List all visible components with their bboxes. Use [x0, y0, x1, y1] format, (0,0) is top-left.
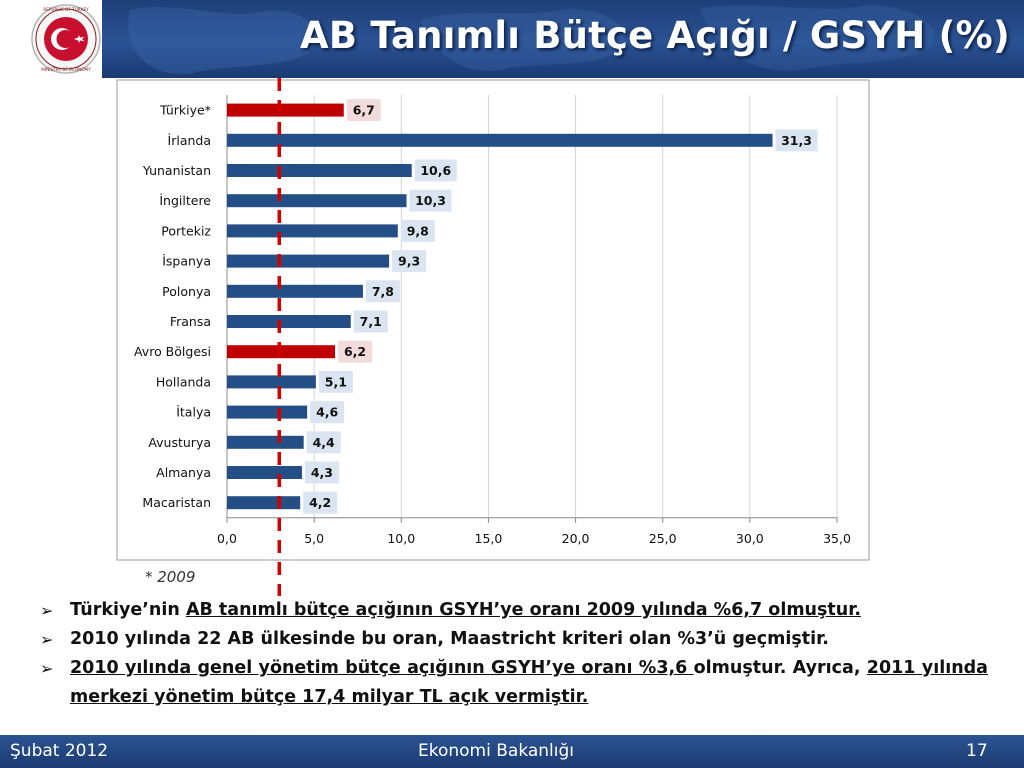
bullet-item: ➢ Türkiye’nin AB tanımlı bütçe açığının G…	[40, 596, 988, 625]
data-label-bg	[304, 461, 339, 484]
data-label: 4,2	[309, 495, 331, 510]
bullet-text: 2010 yılında 22 AB ülkesinde bu oran, Ma…	[70, 625, 988, 654]
bullet-arrow-icon: ➢	[40, 630, 54, 649]
data-label-bg	[306, 431, 341, 454]
bar	[227, 375, 316, 389]
category-label: Türkiye*	[159, 103, 211, 118]
underlined-text: 2010 yılında genel yönetim bütçe açığını…	[70, 658, 694, 678]
data-label: 6,2	[344, 344, 366, 359]
category-label: İngiltere	[159, 193, 211, 208]
data-label: 31,3	[781, 133, 812, 148]
data-label-bg	[400, 219, 435, 242]
category-label: Almanya	[156, 465, 211, 480]
data-label: 7,1	[360, 314, 382, 329]
bar	[227, 315, 351, 328]
bar	[227, 164, 412, 177]
data-label-bg	[303, 491, 338, 514]
logo-container: REPUBLIC OF TURKEY MINISTRY OF ECONOMY	[0, 0, 102, 78]
bar	[227, 224, 398, 238]
category-label: Avusturya	[148, 435, 211, 450]
bar	[227, 103, 344, 117]
footer-organization: Ekonomi Bakanlığı	[418, 741, 575, 761]
x-tick-label: 35,0	[823, 531, 851, 546]
category-label: Yunanistan	[142, 163, 211, 178]
svg-text:MINISTRY OF ECONOMY: MINISTRY OF ECONOMY	[41, 67, 91, 72]
data-label: 6,7	[353, 103, 375, 118]
page-title: AB Tanımlı Bütçe Açığı / GSYH (%)	[300, 14, 1010, 57]
text-run: Türkiye’nin	[70, 600, 186, 620]
data-label-bg	[310, 401, 345, 424]
category-label: Avro Bölgesi	[134, 344, 211, 359]
category-label: Macaristan	[142, 495, 211, 510]
svg-text:REPUBLIC OF TURKEY: REPUBLIC OF TURKEY	[43, 7, 89, 12]
data-label: 4,6	[316, 405, 338, 420]
bullet-arrow-icon: ➢	[40, 659, 54, 678]
x-tick-label: 20,0	[562, 531, 590, 546]
footnote: * 2009	[145, 568, 195, 586]
bar	[227, 496, 301, 510]
data-label-bg	[414, 159, 457, 182]
bar	[227, 405, 308, 419]
data-label-bg	[775, 129, 818, 152]
bar-chart: 6,7 31,3 10,6 10,3 9,8 9,3 7,8 7,1 6,2 5,1 4,6 4,4 4…	[116, 78, 870, 596]
category-label: Hollanda	[156, 374, 211, 389]
data-label-bg	[409, 189, 452, 212]
header-banner: REPUBLIC OF TURKEY MINISTRY OF ECONOMY A…	[0, 0, 1024, 78]
data-label-bg	[338, 340, 373, 363]
category-label: İtalya	[176, 405, 211, 420]
data-label: 10,3	[415, 193, 446, 208]
category-label: İrlanda	[168, 133, 211, 148]
data-label: 7,8	[372, 284, 394, 299]
data-label: 4,4	[313, 435, 335, 450]
underlined-text: 2011 yılında merkezi yönetim bütçe 17,4 …	[70, 658, 988, 707]
bar	[227, 254, 390, 268]
underlined-text: AB tanımlı bütçe açığının GSYH’ye oranı …	[185, 600, 862, 620]
data-label: 4,3	[311, 465, 333, 480]
data-label-bg	[318, 370, 353, 393]
data-label-bg	[346, 99, 381, 122]
data-label-bg	[353, 310, 388, 333]
world-map-background	[128, 5, 935, 75]
bullet-text: 2010 yılında genel yönetim bütçe açığını…	[70, 654, 988, 712]
category-label: Polonya	[162, 284, 211, 299]
x-tick-label: 30,0	[736, 531, 764, 546]
bullet-arrow-icon: ➢	[40, 601, 54, 620]
x-tick-label: 15,0	[475, 531, 503, 546]
bar	[227, 435, 304, 449]
bullet-text: Türkiye’nin AB tanımlı bütçe açığının GS…	[70, 596, 988, 625]
x-tick-label: 5,0	[304, 531, 324, 546]
x-tick-label: 10,0	[387, 531, 415, 546]
bullet-list: ➢ Türkiye’nin AB tanımlı bütçe açığının G…	[40, 596, 988, 712]
x-tick-label: 0,0	[217, 531, 237, 546]
ministry-logo: REPUBLIC OF TURKEY MINISTRY OF ECONOMY	[31, 4, 101, 74]
data-label-bg	[365, 280, 400, 303]
text-run: olmuştur. Ayrıca,	[693, 658, 867, 678]
text-run: 2010 yılında 22 AB ülkesinde bu oran, Ma…	[70, 629, 829, 649]
bullet-item: ➢ 2010 yılında 22 AB ülkesinde bu oran, M…	[40, 625, 988, 654]
bar	[227, 133, 773, 147]
data-label: 5,1	[325, 374, 347, 389]
bar	[227, 284, 363, 298]
footer-bar: Şubat 2012 Ekonomi Bakanlığı 17	[0, 735, 1024, 768]
category-label: İspanya	[162, 254, 211, 269]
category-label: Fransa	[170, 314, 211, 329]
data-label: 10,6	[420, 163, 451, 178]
x-tick-label: 25,0	[649, 531, 677, 546]
bar	[227, 466, 302, 479]
footer-date: Şubat 2012	[10, 741, 109, 761]
data-label: 9,3	[398, 254, 420, 269]
bullet-item: ➢ 2010 yılında genel yönetim bütçe açığın…	[40, 654, 988, 712]
page-number: 17	[966, 741, 988, 761]
category-label: Portekiz	[161, 223, 211, 238]
data-label-bg	[392, 250, 427, 273]
bar	[227, 194, 407, 208]
data-label: 9,8	[407, 223, 429, 238]
